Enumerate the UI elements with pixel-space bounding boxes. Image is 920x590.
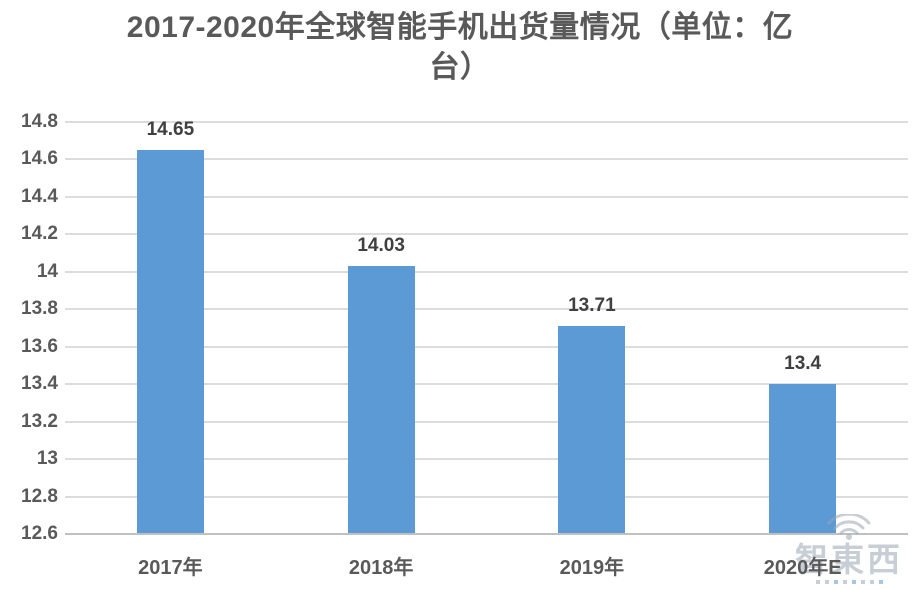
x-tick-label: 2020年E xyxy=(763,557,842,579)
gridline xyxy=(65,195,908,198)
bar xyxy=(558,326,626,533)
bar xyxy=(769,384,837,533)
gridline xyxy=(65,270,908,273)
x-axis-line xyxy=(65,533,908,535)
x-tick-label: 2019年 xyxy=(559,557,625,579)
y-tick-label: 13.4 xyxy=(21,373,58,395)
y-tick-label: 13.8 xyxy=(21,298,58,320)
gridline xyxy=(65,383,908,386)
chart-title-line1: 2017-2020年全球智能手机出货量情况（单位：亿 xyxy=(126,11,794,44)
y-tick-label: 14.8 xyxy=(21,111,58,132)
y-tick-label: 14.4 xyxy=(21,185,58,207)
gridline xyxy=(65,121,908,123)
bar-value-label: 13.71 xyxy=(568,295,616,317)
y-tick-label: 13 xyxy=(36,448,58,470)
gridline xyxy=(65,458,908,461)
y-tick-label: 14.6 xyxy=(21,148,58,170)
chart-title: 2017-2020年全球智能手机出货量情况（单位：亿 台） xyxy=(0,8,920,88)
bar-value-label: 13.4 xyxy=(784,353,822,375)
bar-value-label: 14.03 xyxy=(357,235,405,257)
y-tick-label: 12.6 xyxy=(21,523,58,544)
y-tick-label: 13.6 xyxy=(21,335,58,357)
bar xyxy=(136,150,204,533)
gridline xyxy=(65,495,908,498)
y-tick-label: 12.8 xyxy=(21,485,58,507)
bar-value-label: 14.65 xyxy=(146,119,195,141)
gridline xyxy=(65,158,908,161)
gridline xyxy=(65,345,908,348)
gridline xyxy=(65,420,908,423)
gridline xyxy=(65,308,908,311)
x-tick-label: 2018年 xyxy=(348,557,414,579)
bar xyxy=(347,266,415,533)
watermark-dots xyxy=(780,580,918,584)
x-tick-label: 2017年 xyxy=(138,557,203,579)
chart-title-line2: 台） xyxy=(429,51,491,84)
y-tick-label: 14.2 xyxy=(21,223,58,245)
gridline xyxy=(65,233,908,236)
y-tick-label: 14 xyxy=(36,260,58,282)
y-tick-label: 13.2 xyxy=(21,410,58,432)
